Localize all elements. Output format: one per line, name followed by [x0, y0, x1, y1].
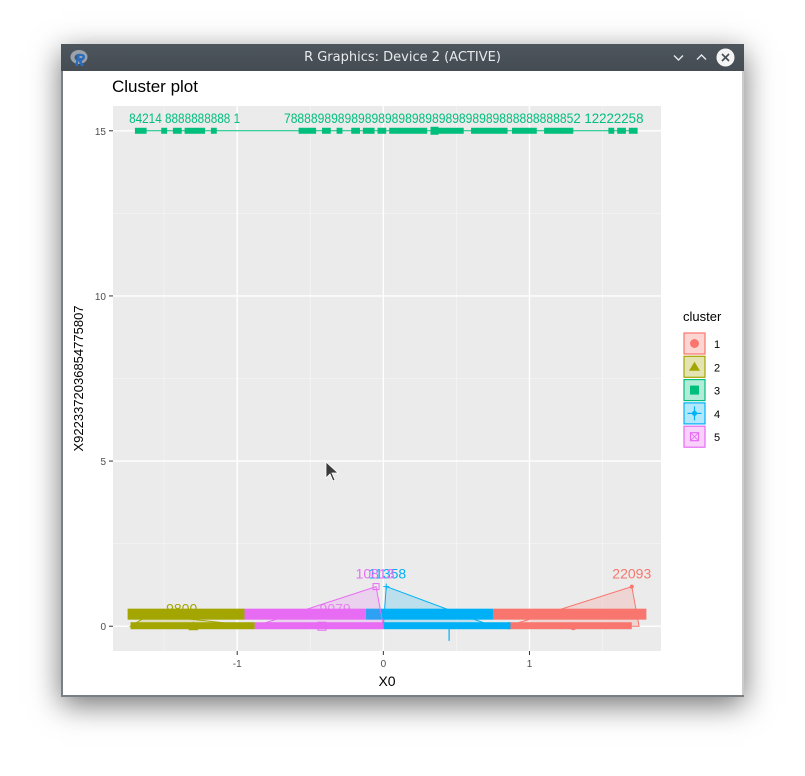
- svg-text:5: 5: [714, 432, 720, 444]
- legend: cluster 1 2 3 4 5: [683, 309, 722, 448]
- svg-text:2: 2: [714, 362, 720, 374]
- cluster-2: 9800: [127, 601, 255, 631]
- title-bar[interactable]: R Graphics: Device 2 (ACTIVE): [61, 44, 744, 71]
- svg-text:22093: 22093: [612, 566, 651, 582]
- close-button[interactable]: [716, 48, 735, 67]
- cluster-5: 10813 9079: [244, 566, 395, 631]
- chart-title: Cluster plot: [112, 77, 198, 96]
- svg-text:5: 5: [100, 457, 106, 468]
- svg-text:10813: 10813: [356, 566, 395, 582]
- cluster-plot: Cluster plot-1 0 1X0051015X922337203685477…: [71, 77, 722, 689]
- window-title: R Graphics: Device 2 (ACTIVE): [304, 50, 501, 65]
- data-layer: 22093 9800 84214 8888888888 1 7888898989898…: [127, 110, 651, 641]
- svg-text:11358: 11358: [368, 566, 406, 582]
- svg-text:788889898989898989898989898989: 7888898989898989898989898989898988888888…: [284, 110, 574, 126]
- window-frame-left: [61, 71, 63, 697]
- y-axis: 0 5 10 15: [95, 127, 113, 633]
- cluster-4: 11358: [365, 566, 511, 641]
- svg-text:10: 10: [95, 292, 107, 303]
- svg-text:3: 3: [714, 386, 720, 398]
- legend-title: cluster: [683, 309, 722, 324]
- svg-text:9800: 9800: [166, 601, 197, 617]
- cluster-1: 22093: [492, 566, 651, 631]
- minimize-button[interactable]: [669, 48, 688, 67]
- window-frame-bottom: [61, 695, 744, 697]
- mouse-cursor-icon: [325, 461, 340, 482]
- window-frame-right: [742, 71, 744, 697]
- svg-text:9079: 9079: [320, 601, 351, 617]
- legend-item-2: 2: [683, 355, 720, 378]
- svg-text:1: 1: [714, 339, 720, 351]
- svg-text:84214 8888888888 1: 84214 8888888888 1: [129, 110, 240, 126]
- svg-text:0: 0: [100, 622, 106, 633]
- y-axis-label: X9223372036854775807: [71, 305, 86, 451]
- cluster-3: 84214 8888888888 1 7888898989898989898989…: [129, 110, 644, 135]
- legend-item-1: 1: [683, 332, 720, 355]
- x-axis-label: X0: [378, 673, 395, 689]
- r-graphics-window: R Graphics: Device 2 (ACTIVE) Cluster pl…: [61, 44, 744, 697]
- legend-item-5: 5: [683, 425, 720, 448]
- svg-text:0: 0: [381, 659, 387, 670]
- svg-text:1: 1: [527, 659, 533, 670]
- legend-item-4: 4: [683, 402, 720, 425]
- svg-text:-1: -1: [233, 659, 242, 670]
- x-axis: -1 0 1: [233, 651, 533, 670]
- svg-text:2 12222258: 2 12222258: [573, 110, 643, 126]
- legend-item-3: 3: [683, 379, 720, 402]
- maximize-button[interactable]: [692, 48, 711, 67]
- grid-lines: [113, 106, 661, 651]
- svg-text:15: 15: [95, 127, 107, 138]
- r-logo-icon: [70, 50, 88, 66]
- svg-text:4: 4: [714, 409, 720, 421]
